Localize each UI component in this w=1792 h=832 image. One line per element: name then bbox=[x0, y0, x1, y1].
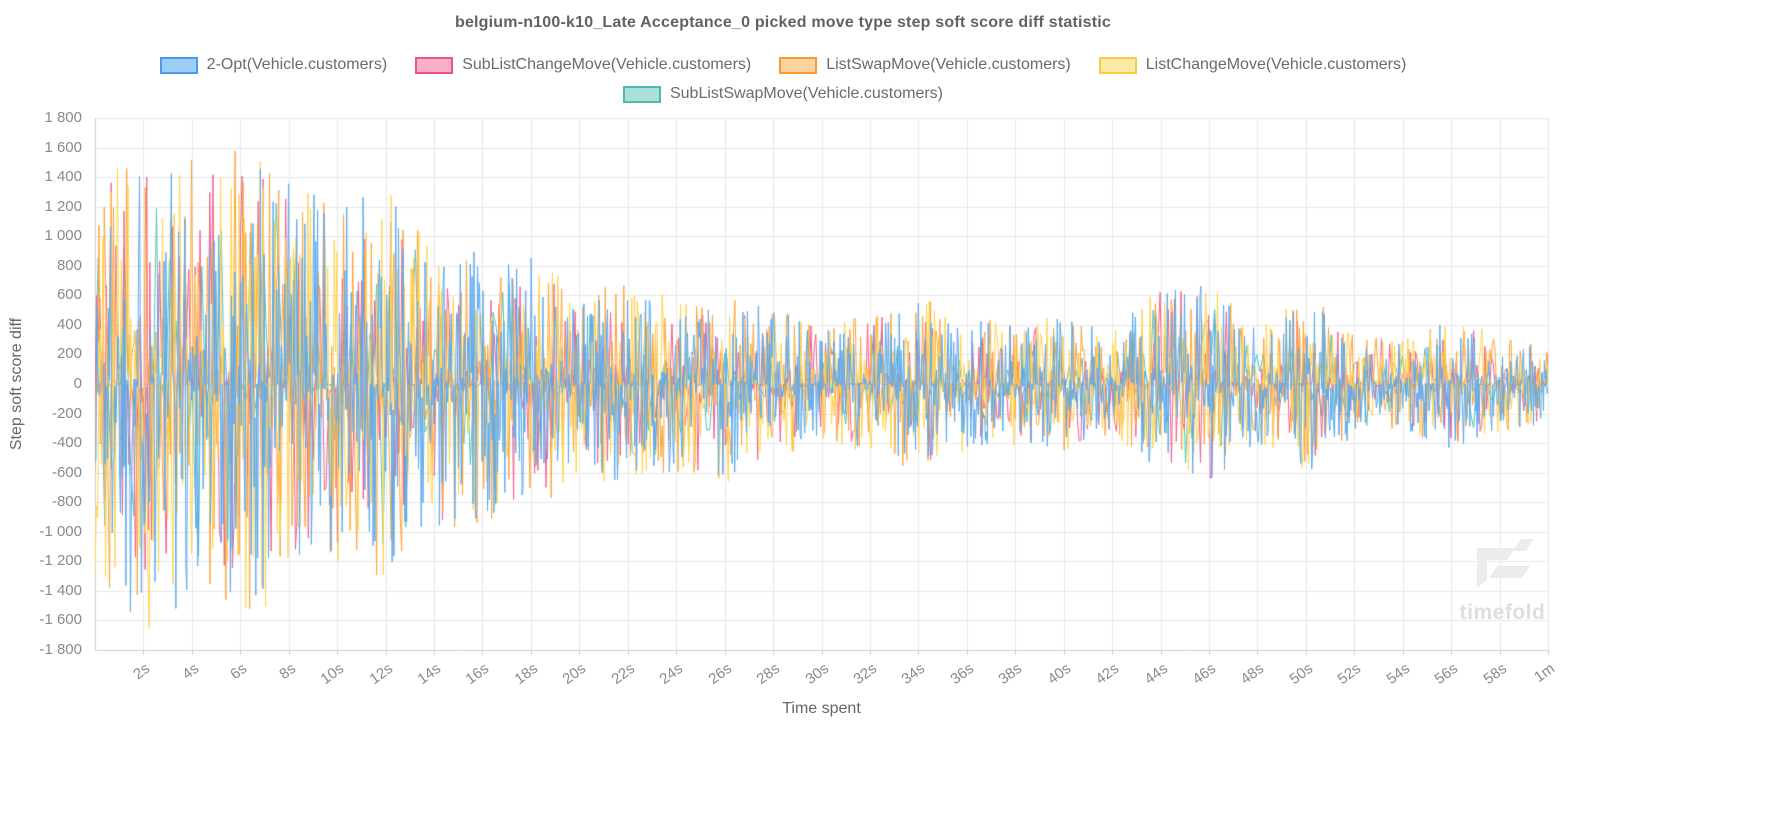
y-tick-label: 400 bbox=[56, 315, 82, 333]
y-tick-label: 800 bbox=[56, 256, 82, 274]
watermark: timefold bbox=[1445, 536, 1560, 625]
y-tick-label: 1 000 bbox=[44, 227, 82, 245]
watermark-text: timefold bbox=[1459, 601, 1546, 624]
y-tick-label: -200 bbox=[51, 404, 82, 422]
y-tick-label: -1 200 bbox=[39, 552, 82, 570]
y-tick-label: 1 400 bbox=[44, 168, 82, 186]
y-tick-label: -800 bbox=[51, 493, 82, 511]
y-axis-title: Step soft score diff bbox=[8, 317, 25, 451]
y-tick-label: -1 400 bbox=[39, 581, 82, 599]
y-tick-label: 200 bbox=[56, 345, 82, 363]
timefold-logo-icon bbox=[1470, 539, 1536, 598]
y-tick-label: -600 bbox=[51, 463, 82, 481]
y-tick-label: -400 bbox=[51, 434, 82, 452]
y-tick-label: 600 bbox=[56, 286, 82, 304]
y-tick-label: -1 800 bbox=[39, 641, 82, 658]
y-tick-label: 1 600 bbox=[44, 138, 82, 156]
y-tick-label: -1 000 bbox=[39, 522, 82, 540]
y-tick-label: 1 200 bbox=[44, 197, 82, 215]
x-axis-title: Time spent bbox=[782, 700, 861, 717]
y-tick-label: -1 600 bbox=[39, 611, 82, 629]
y-tick-label: 1 800 bbox=[44, 109, 82, 126]
y-tick-label: 0 bbox=[73, 375, 82, 392]
